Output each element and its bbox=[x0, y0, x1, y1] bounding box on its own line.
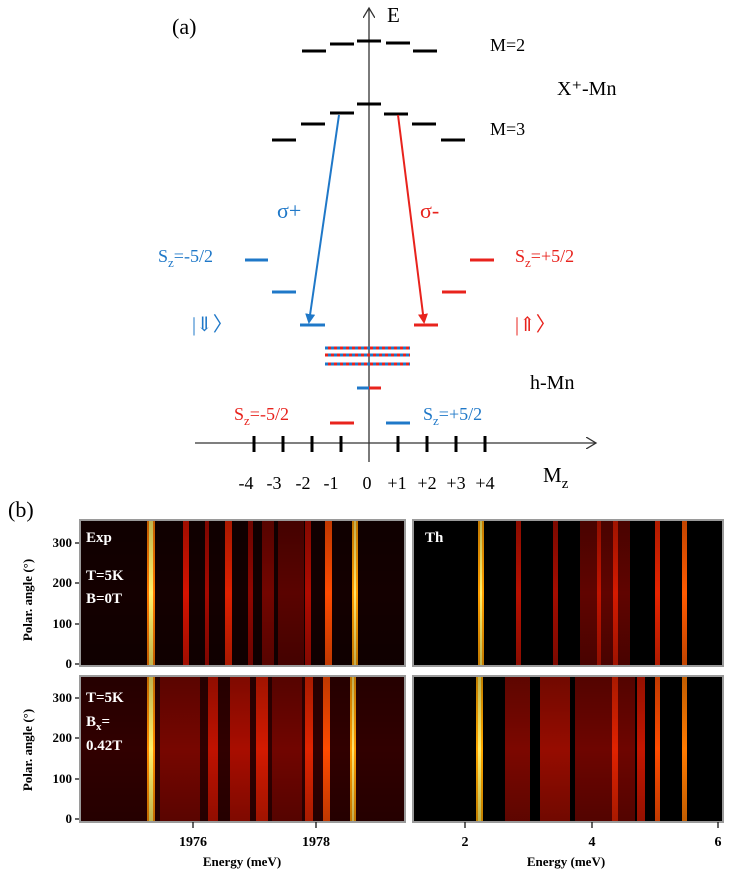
x-tick-marks bbox=[192, 822, 719, 828]
y-ticks-top: 0 100 200 300 bbox=[53, 535, 73, 671]
mz-tick-label: -4 bbox=[239, 473, 254, 493]
ket-down-label: |⇓〉 bbox=[192, 314, 233, 336]
y-tick-label: 300 bbox=[53, 690, 73, 705]
mz-tick-label: -1 bbox=[324, 473, 339, 493]
y-tick-label: 0 bbox=[66, 811, 73, 826]
panel-tags: Exp T=5K B=0T Th T=5K Bx= 0.42T bbox=[86, 530, 444, 754]
heatmap-th-bx-frame bbox=[412, 675, 724, 823]
sz-right-top-label: Sz=+5/2 bbox=[515, 246, 574, 270]
energy-axis-label: E bbox=[387, 3, 400, 27]
x-tick-label: 6 bbox=[715, 835, 722, 850]
x-tick-labels: 1976 1978 2 4 6 bbox=[179, 835, 722, 850]
bx-value: 0.42T bbox=[86, 738, 122, 754]
y-tick-label: 100 bbox=[53, 771, 73, 786]
y-tick-label: 100 bbox=[53, 616, 73, 631]
m2-label: M=2 bbox=[490, 35, 525, 55]
y-ticks-bottom: 0 100 200 300 bbox=[53, 690, 73, 826]
sz-left-top-label: Sz=-5/2 bbox=[158, 246, 213, 270]
mz-tick-label: +3 bbox=[446, 473, 465, 493]
mz-tick-labels: -4 -3 -2 -1 0 +1 +2 +3 +4 bbox=[239, 473, 495, 493]
mz-tick-marks bbox=[252, 436, 487, 452]
y-axis-label-bottom: Polar. angle (°) bbox=[20, 709, 35, 791]
panel-b-label: (b) bbox=[8, 497, 34, 522]
exp-temp: T=5K bbox=[86, 568, 124, 584]
m3-levels bbox=[272, 102, 465, 142]
heatmap-exp-b0 bbox=[80, 520, 405, 666]
sz-right-bottom-label: Sz=+5/2 bbox=[423, 404, 482, 428]
sigma-plus-arrow bbox=[305, 114, 340, 324]
sigma-plus-label: σ+ bbox=[277, 198, 301, 223]
y-tick-label: 200 bbox=[53, 575, 73, 590]
mz-tick-label: +4 bbox=[475, 473, 494, 493]
degenerate-levels bbox=[325, 346, 410, 366]
m2-levels bbox=[302, 39, 437, 53]
mz-tick-label: 0 bbox=[363, 473, 372, 493]
mz-tick-label: +1 bbox=[387, 473, 406, 493]
heatmap-exp-b0-frame bbox=[79, 519, 406, 667]
heatmap-exp-bx-frame bbox=[79, 675, 406, 823]
hole-levels-blue bbox=[245, 258, 325, 327]
heatmap-exp-bx bbox=[80, 676, 405, 822]
panel-a-label: (a) bbox=[172, 14, 196, 39]
x-tick-label: 2 bbox=[462, 835, 469, 850]
heatmap-th-bx bbox=[413, 676, 723, 822]
exp-field: B=0T bbox=[86, 591, 122, 607]
heatmap-th-b0-frame bbox=[412, 519, 724, 667]
y-tick-label: 0 bbox=[66, 656, 73, 671]
hole-levels-red bbox=[414, 258, 494, 327]
x-axis-label-exp: Energy (meV) bbox=[203, 854, 281, 869]
hmn-label: h-Mn bbox=[530, 372, 574, 394]
x-tick-label: 1978 bbox=[302, 835, 330, 850]
exp-tag: Exp bbox=[86, 530, 112, 546]
mz-tick-label: +2 bbox=[417, 473, 436, 493]
mz-axis-label: Mz bbox=[543, 463, 569, 492]
x-axis-label-th: Energy (meV) bbox=[527, 854, 605, 869]
hmn-levels bbox=[330, 386, 410, 425]
y-tick-label: 200 bbox=[53, 730, 73, 745]
m3-label: M=3 bbox=[490, 119, 525, 139]
y-axis-label-top: Polar. angle (°) bbox=[20, 559, 35, 641]
sigma-minus-label: σ- bbox=[420, 198, 439, 223]
xmn-label: X⁺-Mn bbox=[557, 78, 616, 100]
mz-tick-label: -2 bbox=[296, 473, 311, 493]
sigma-minus-arrow bbox=[397, 114, 428, 324]
y-tick-label: 300 bbox=[53, 535, 73, 550]
sz-left-bottom-label: Sz=-5/2 bbox=[234, 404, 289, 428]
x-tick-label: 1976 bbox=[179, 835, 207, 850]
th-tag: Th bbox=[425, 530, 444, 546]
bx-temp: T=5K bbox=[86, 690, 124, 706]
heatmap-th-b0 bbox=[413, 520, 723, 666]
ket-up-label: |⇑〉 bbox=[515, 314, 556, 336]
x-tick-label: 4 bbox=[589, 835, 596, 850]
mz-tick-label: -3 bbox=[267, 473, 282, 493]
bx-field: Bx= bbox=[86, 714, 110, 733]
panel-a: (a) E Mz -4 -3 -2 -1 0 +1 +2 +3 + bbox=[158, 3, 616, 493]
panel-b: (b) Polar. angle (°) Polar. angle (°) 0 … bbox=[8, 497, 724, 869]
